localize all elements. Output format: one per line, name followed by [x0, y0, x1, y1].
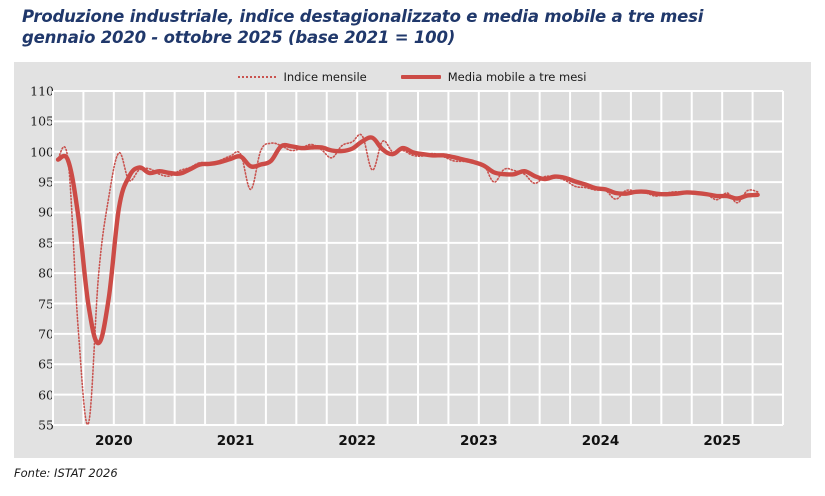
y-axis-tick-label: 90	[38, 204, 54, 220]
solid-line-icon	[400, 75, 441, 79]
dotted-line-icon	[238, 75, 277, 79]
x-axis-tick-label: 2021	[216, 433, 255, 449]
chart-canvas	[52, 90, 784, 426]
x-axis-labels: 2020 2021 2022 2023 2024 2025	[14, 62, 811, 458]
source-note: Fonte: ISTAT 2026	[14, 466, 118, 480]
x-axis-tick-label: 2023	[460, 433, 498, 449]
plot-area: 55 60 65 70 75 80 85 90 95 100 105 110 2020 2021 2022…	[14, 62, 811, 458]
legend-item-media-mobile: Media mobile a tre mesi	[400, 70, 587, 84]
y-axis-tick-label: 85	[38, 235, 54, 251]
title-line-1: Produzione industriale, indice destagion…	[22, 7, 704, 26]
y-axis-tick-label: 75	[38, 296, 54, 312]
chart-panel: Indice mensile Media mobile a tre mesi 5…	[14, 62, 811, 458]
x-axis-tick-label: 2025	[703, 433, 741, 449]
legend-label-indice-mensile: Indice mensile	[283, 70, 367, 84]
y-axis-tick-label: 65	[38, 356, 54, 372]
title-line-2: gennaio 2020 - ottobre 2025 (base 2021 =…	[22, 28, 456, 47]
y-axis-tick-label: 55	[38, 417, 54, 433]
y-axis-tick-label: 60	[38, 387, 54, 403]
y-axis-tick-label: 70	[38, 326, 54, 342]
x-axis-tick-label: 2024	[581, 433, 620, 449]
y-axis-labels: 55 60 65 70 75 80 85 90 95 100 105 110	[14, 62, 54, 458]
y-axis-tick-label: 95	[38, 174, 54, 190]
y-axis-tick-label: 105	[30, 113, 54, 129]
y-axis-tick-label: 110	[30, 83, 54, 99]
x-axis-tick-label: 2022	[338, 433, 376, 449]
series-line-media-mobile	[55, 135, 760, 346]
chart-legend: Indice mensile Media mobile a tre mesi	[14, 66, 811, 88]
y-axis-tick-label: 80	[38, 265, 54, 281]
x-axis-tick-label: 2020	[95, 433, 133, 449]
page-title: Produzione industriale, indice destagion…	[22, 6, 782, 48]
legend-item-indice-mensile: Indice mensile	[238, 70, 367, 84]
y-axis-tick-label: 100	[30, 144, 54, 160]
legend-label-media-mobile: Media mobile a tre mesi	[447, 70, 587, 84]
